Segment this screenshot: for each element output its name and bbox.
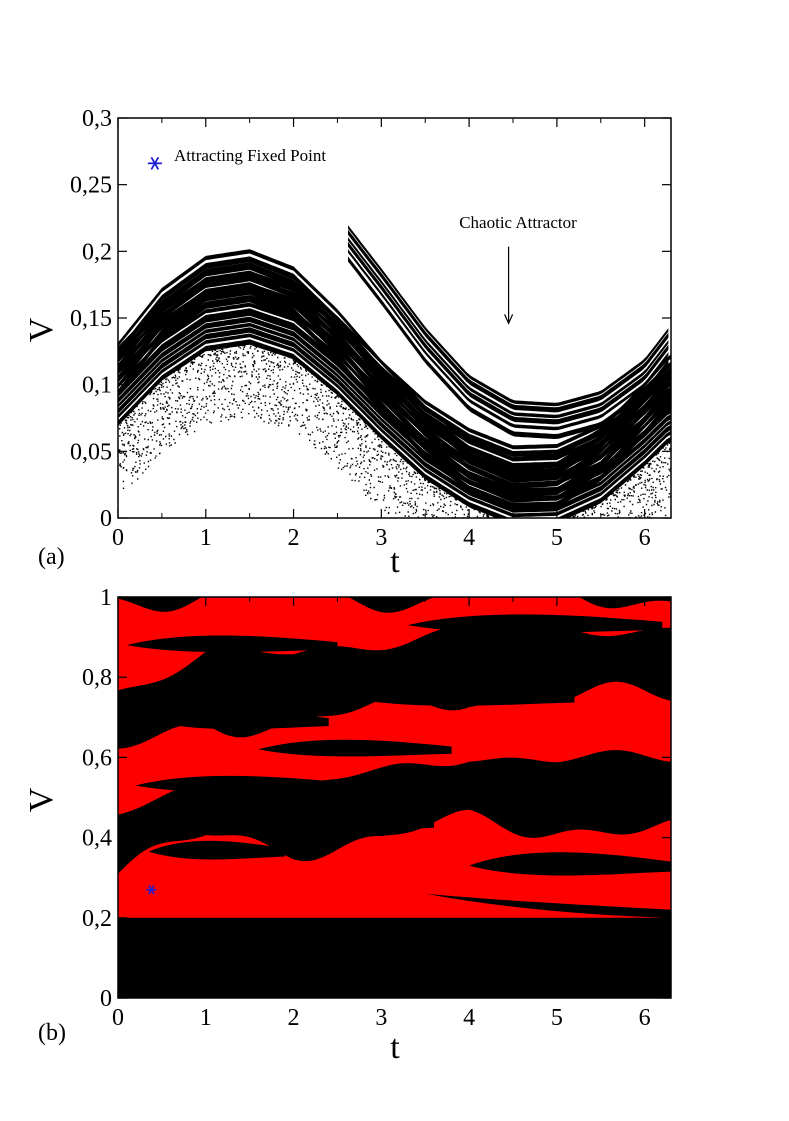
basin-black-tongue: [469, 852, 671, 876]
panel-b-x-tick-label: 5: [551, 1005, 563, 1031]
basin-black-tongue: [425, 893, 671, 918]
panel-a-y-axis-title: V: [23, 317, 60, 342]
basin-black-tongue: [407, 614, 663, 633]
panel-b-x-tick-label: 0: [112, 1005, 124, 1031]
basin-black-tongue: [126, 635, 338, 653]
panel-b-y-tick-label: 1: [100, 585, 112, 611]
panel-a-y-tick-label: 0,1: [82, 373, 112, 399]
panel-a-y-tick-label: 0,2: [82, 239, 112, 265]
fixed-point-annotation: Attracting Fixed Point: [174, 146, 326, 165]
panel-b-label: (b): [38, 1020, 66, 1046]
panel-a-x-axis-title: t: [390, 543, 400, 580]
panel-a-y-tick-label: 0: [100, 506, 112, 532]
panel-b-y-axis-title: V: [23, 787, 60, 812]
panel-b-y-tick-label: 0,6: [82, 745, 112, 771]
panel-a-x-tick-label: 6: [639, 525, 651, 551]
panel-a-ticks: 0 1 2 3 4 5 6 0 0,05 0,1 0,15 0,2 0,25 0,3: [70, 106, 671, 551]
basin-black-tongue: [258, 739, 452, 757]
panel-b-x-tick-label: 6: [639, 1005, 651, 1031]
basin-black-tongue: [148, 840, 285, 860]
panel-b-plot-area: [118, 597, 671, 998]
fixed-point-star-stroke: [148, 884, 155, 895]
fixed-point-star-stroke: [150, 156, 160, 170]
panel-b-x-tick-label: 1: [200, 1005, 212, 1031]
panel-a-x-tick-label: 2: [288, 525, 300, 551]
arrow-head: [504, 314, 514, 325]
panel-a-x-tick-label: 3: [375, 525, 387, 551]
panel-a-y-tick-label: 0,3: [82, 106, 112, 132]
basin-red-region: [118, 809, 671, 918]
panel-a-x-tick-label: 5: [551, 525, 563, 551]
fixed-point-marker: [147, 156, 162, 170]
panel-b-y-tick-label: 0,8: [82, 665, 112, 691]
panel-b-marks: [118, 597, 671, 918]
panel-a-chart: 0 1 2 3 4 5 6 0 0,05 0,1 0,15 0,2 0,25 0,3 V t (a) At…: [23, 106, 672, 580]
panel-a-label: (a): [38, 544, 65, 570]
panel-a-x-tick-label: 0: [112, 525, 124, 551]
basin-black-tongue: [302, 808, 434, 832]
panel-b-ticks: 0 1 2 3 4 5 6 0 0,2 0,4 0,6 0,8 1: [82, 585, 671, 1031]
chaotic-attractor-annotation: Chaotic Attractor: [459, 213, 577, 232]
panel-b-x-tick-label: 3: [375, 1005, 387, 1031]
panel-b-x-tick-label: 4: [463, 1005, 475, 1031]
fixed-point-marker-b: [146, 884, 157, 895]
panel-b-x-tick-label: 2: [288, 1005, 300, 1031]
panel-b-frame: [117, 596, 672, 999]
panel-a-y-tick-label: 0,15: [70, 306, 112, 332]
panel-a-x-tick-label: 1: [200, 525, 212, 551]
panel-b-y-tick-label: 0: [100, 986, 112, 1012]
panel-a-y-tick-label: 0,25: [70, 173, 112, 199]
panel-b-y-tick-label: 0,4: [82, 826, 112, 852]
panel-a-x-tick-label: 4: [463, 525, 475, 551]
basin-black-tongue: [346, 685, 575, 706]
basin-black-tongue: [434, 766, 636, 786]
panel-b-chart: 0 1 2 3 4 5 6 0 0,2 0,4 0,6 0,8 1 V t (b): [23, 585, 672, 1066]
panel-b-x-axis-title: t: [390, 1029, 400, 1066]
chaotic-attractor-arrow: [504, 246, 514, 325]
panel-b-y-tick-label: 0,2: [82, 906, 112, 932]
basin-black-tongue: [135, 775, 347, 793]
panel-a-y-tick-label: 0,05: [70, 439, 112, 465]
basin-black-tongue: [153, 710, 329, 730]
